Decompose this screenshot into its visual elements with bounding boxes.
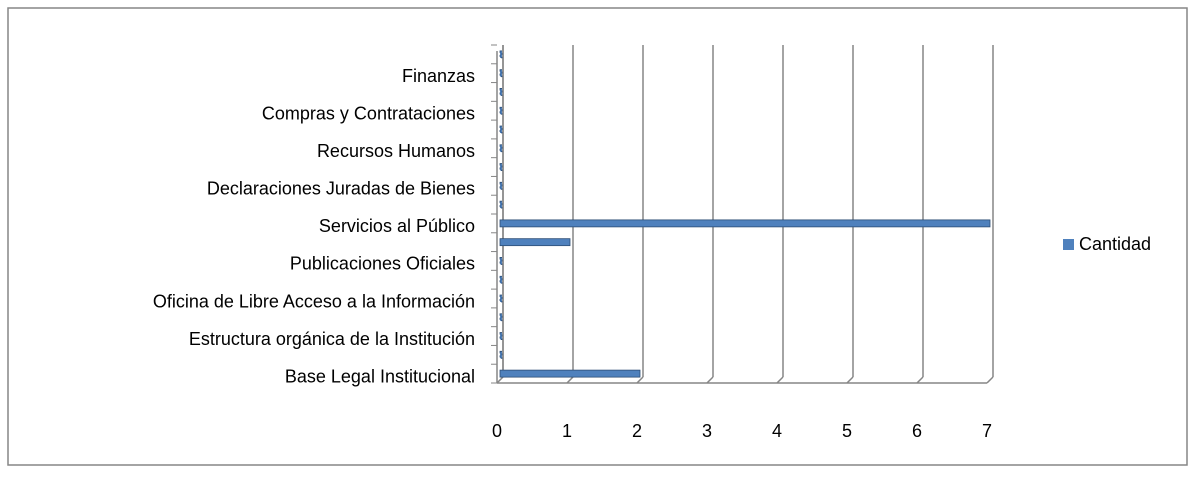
y-tick-label: Servicios al Público xyxy=(319,216,475,236)
x-tick-label: 5 xyxy=(842,421,852,441)
bar xyxy=(499,332,503,340)
chart-frame xyxy=(7,7,1188,466)
grid-floor xyxy=(706,376,714,384)
x-tick-label: 0 xyxy=(492,421,502,441)
bar xyxy=(499,294,503,303)
bar xyxy=(499,106,503,115)
bar xyxy=(499,144,503,153)
y-tick-label: Oficina de Libre Acceso a la Información xyxy=(153,291,475,311)
y-tick-label: Compras y Contrataciones xyxy=(262,103,475,123)
bar xyxy=(499,69,503,78)
grid-floor xyxy=(776,376,784,384)
x-tick-label: 4 xyxy=(772,421,782,441)
grid-floor xyxy=(566,376,574,384)
y-tick-label: Publicaciones Oficiales xyxy=(290,254,475,274)
bar xyxy=(499,257,503,265)
y-tick-label: Base Legal Institucional xyxy=(285,366,475,386)
x-tick-label: 2 xyxy=(632,421,642,441)
x-tick-label: 7 xyxy=(982,421,992,441)
legend-label: Cantidad xyxy=(1079,234,1151,254)
bar xyxy=(499,219,991,228)
bar xyxy=(499,163,503,171)
legend-swatch xyxy=(1063,239,1074,250)
bar xyxy=(499,313,503,322)
y-tick-label: Declaraciones Juradas de Bienes xyxy=(207,179,475,199)
grid-floor xyxy=(496,376,504,384)
x-tick-label: 6 xyxy=(912,421,922,441)
bar xyxy=(499,369,641,378)
bar xyxy=(499,50,503,59)
y-tick-label: Recursos Humanos xyxy=(317,141,475,161)
grid-floor xyxy=(916,376,924,384)
grid-floor xyxy=(986,376,994,384)
bar xyxy=(499,275,503,284)
bar xyxy=(499,125,503,134)
bar xyxy=(499,238,571,247)
y-tick-label: Estructura orgánica de la Institución xyxy=(189,329,475,349)
x-tick-label: 3 xyxy=(702,421,712,441)
bar xyxy=(499,350,503,359)
bar xyxy=(499,181,503,190)
y-tick-label: Finanzas xyxy=(402,66,475,86)
grid-floor xyxy=(846,376,854,384)
bar xyxy=(499,88,503,96)
x-tick-label: 1 xyxy=(562,421,572,441)
bar xyxy=(499,200,503,209)
grid-floor xyxy=(636,376,644,384)
